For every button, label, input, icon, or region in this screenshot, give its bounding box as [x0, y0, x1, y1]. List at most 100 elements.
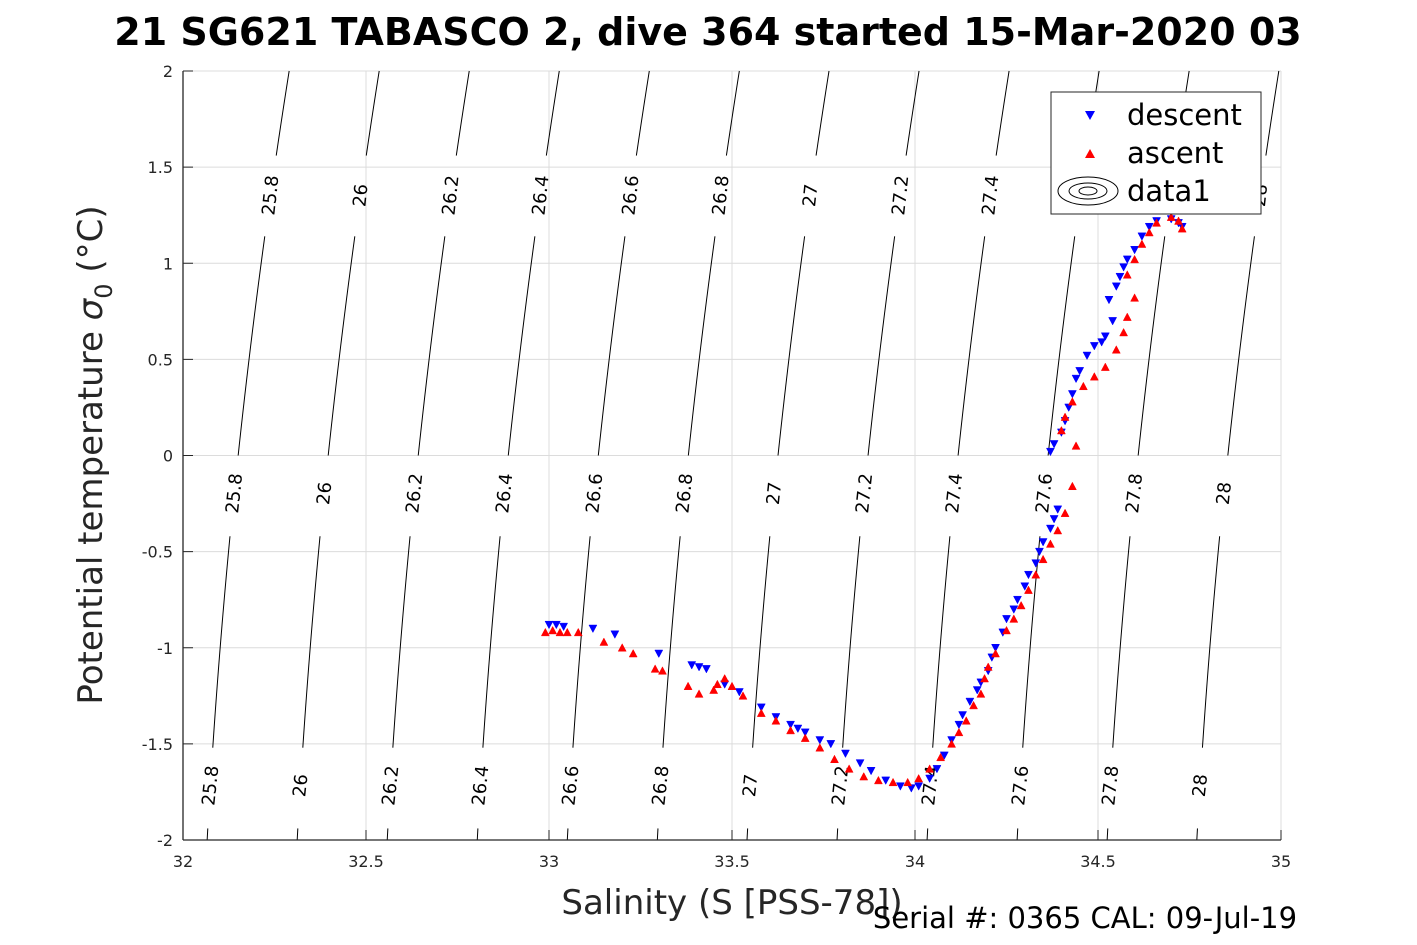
ascent-point	[954, 727, 964, 737]
descent-point	[1046, 524, 1055, 534]
descent-point	[800, 728, 810, 737]
density-contour-label: 27.4	[942, 472, 967, 514]
density-contour-label: 27.2	[888, 174, 913, 216]
ascent-point	[844, 764, 854, 773]
descent-point	[654, 649, 664, 659]
density-contour-line	[725, 70, 740, 156]
serial-cal-info: Serial #: 0365 CAL: 09-Jul-19	[873, 901, 1297, 935]
ascent-point	[991, 648, 1000, 658]
ascent-point	[756, 708, 766, 717]
x-tick-label: 33	[539, 852, 559, 871]
descent-point	[815, 736, 825, 745]
density-contour-label: 26.8	[709, 174, 734, 216]
density-contour-label: 26	[349, 183, 372, 208]
descent-point	[1002, 615, 1011, 624]
ascent-point	[694, 689, 704, 698]
y-tick-label: 1	[163, 254, 173, 273]
density-contour-label: 27.8	[1122, 472, 1147, 514]
y-tick-label: 1.5	[148, 158, 173, 177]
density-contour-line	[995, 70, 1010, 156]
descent-point	[1082, 351, 1092, 361]
descent-point	[610, 630, 620, 639]
ascent-point	[683, 681, 693, 690]
ascent-point	[1002, 625, 1011, 635]
density-contour-line	[597, 236, 626, 456]
descent-point	[1122, 255, 1132, 264]
density-contour-line	[1137, 236, 1166, 456]
ascent-point	[1089, 372, 1099, 381]
ascent-point	[914, 773, 924, 783]
descent-point	[925, 774, 935, 784]
density-contour-label: 27	[799, 183, 822, 208]
ascent-point	[617, 643, 627, 652]
descent-point	[1119, 263, 1129, 272]
ascent-point	[1031, 570, 1041, 579]
descent-point	[1046, 447, 1055, 457]
ascent-point	[1060, 412, 1070, 421]
data-points	[540, 212, 1187, 793]
descent-point	[855, 759, 865, 768]
descent-point	[734, 688, 744, 697]
density-contour-line	[746, 828, 749, 841]
density-contour-label: 26.2	[402, 472, 427, 514]
density-contour-line	[1112, 536, 1131, 748]
ascent-point	[936, 752, 946, 762]
descent-point	[881, 776, 891, 785]
descent-point	[1071, 374, 1081, 384]
chart-title: 21 SG621 TABASCO 2, dive 364 started 15-…	[114, 10, 1301, 54]
ascent-point	[976, 689, 986, 698]
ascent-point	[599, 637, 609, 646]
density-contour-label: 26	[313, 481, 336, 506]
x-tick-label: 32	[173, 852, 193, 871]
descent-point	[1035, 547, 1044, 557]
descent-point	[756, 703, 766, 712]
ascent-point	[1056, 425, 1066, 435]
ascent-point	[830, 754, 839, 764]
density-contour-line	[905, 70, 920, 156]
density-contour-line	[932, 536, 951, 748]
descent-point	[793, 724, 803, 734]
descent-point	[972, 686, 982, 695]
descent-point	[932, 765, 942, 774]
y-axis-ticks: -2 -1.5 -1 -0.5 0 0.5 1 1.5 2	[142, 62, 193, 850]
ascent-point	[947, 739, 957, 748]
density-contour-line	[212, 536, 231, 748]
density-contour-line	[455, 70, 470, 156]
ascent-point	[771, 716, 781, 725]
density-contour-label: 25.8	[198, 765, 223, 807]
density-contour-label: 27	[763, 481, 786, 506]
ascent-point	[786, 725, 795, 735]
x-tick-label: 33.5	[714, 852, 750, 871]
density-contour-line	[482, 536, 501, 748]
ascent-point	[1119, 327, 1129, 337]
ascent-point	[859, 772, 869, 781]
x-tick-label: 35	[1271, 852, 1291, 871]
ascent-point	[903, 777, 913, 787]
ascent-marker-icon	[1085, 149, 1095, 158]
grid-lines	[183, 70, 1282, 840]
descent-point	[954, 720, 964, 730]
ascent-point	[1174, 216, 1183, 225]
ascent-point	[1111, 345, 1121, 354]
descent-point	[1111, 282, 1121, 291]
density-contour-line	[842, 536, 861, 748]
ascent-point	[628, 648, 638, 658]
density-contour-label: 27.8	[1098, 765, 1123, 807]
density-contour-line	[1016, 828, 1019, 841]
y-tick-label: -1.5	[142, 735, 173, 754]
descent-point	[939, 751, 949, 760]
ascent-point	[1130, 293, 1140, 302]
density-contour-label: 26	[289, 773, 312, 798]
density-contour-line	[687, 236, 716, 456]
ascent-point	[1067, 397, 1077, 406]
density-contour-label: 26.6	[619, 174, 644, 216]
density-contour-label: 26.8	[648, 765, 673, 807]
density-contour-line	[206, 828, 209, 841]
x-tick-label: 34.5	[1080, 852, 1116, 871]
ascent-point	[980, 673, 989, 683]
descent-point	[1130, 246, 1140, 255]
ascent-point	[983, 662, 993, 671]
descent-point	[1049, 440, 1059, 449]
density-contour-label: 27.6	[1032, 472, 1057, 514]
